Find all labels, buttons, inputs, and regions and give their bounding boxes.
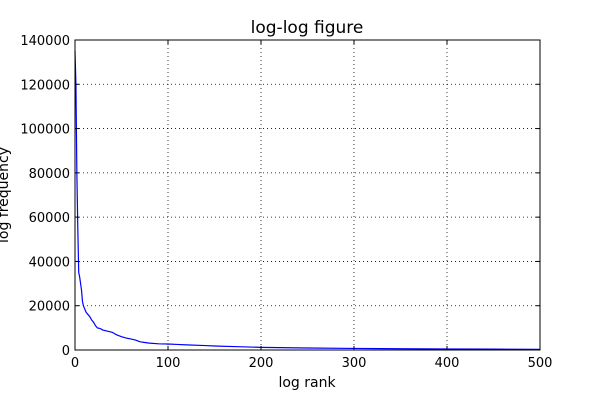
y-tick-label: 140000 (20, 34, 70, 49)
plot-area-frame (74, 39, 541, 351)
x-tick-label: 500 (528, 356, 553, 371)
x-tick-label: 300 (342, 356, 367, 371)
grid-lines (75, 40, 540, 350)
y-tick-label: 80000 (29, 167, 70, 182)
x-tick-label: 100 (156, 356, 181, 371)
y-axis-label: log frequency (0, 147, 12, 243)
y-tick-label: 120000 (20, 78, 70, 93)
x-tick-label: 0 (71, 356, 79, 371)
series-line (74, 51, 541, 350)
x-tick-label: 200 (249, 356, 274, 371)
axis-ticks: 0 100 200 300 400 500 0 20000 40000 60000 80000 100… (20, 34, 552, 371)
y-tick-label: 0 (62, 344, 70, 359)
series-layer (74, 51, 541, 350)
x-tick-label: 400 (435, 356, 460, 371)
y-tick-label: 20000 (29, 300, 70, 315)
y-tick-label: 60000 (29, 211, 70, 226)
x-axis-label: log rank (278, 375, 336, 391)
y-tick-label: 40000 (29, 255, 70, 270)
y-tick-label: 100000 (20, 123, 70, 138)
chart-title: log-log figure (251, 18, 364, 38)
